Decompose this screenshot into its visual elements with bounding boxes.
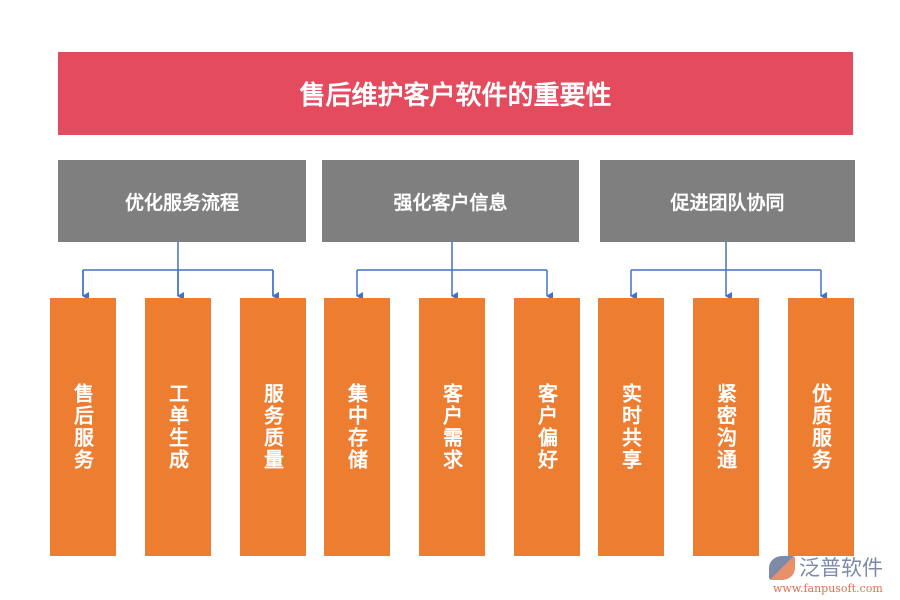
leaf-label: 工单生成 (165, 383, 190, 471)
logo-url: www.fanpusoft.com (773, 582, 883, 595)
leaf-box: 紧密沟通 (693, 298, 759, 556)
page-title: 售后维护客户软件的重要性 (58, 52, 853, 135)
connector-group-1 (83, 242, 273, 271)
leaf-label: 售后服务 (70, 383, 95, 471)
connector-group-2 (357, 242, 547, 271)
category-customer-info: 强化客户信息 (322, 160, 579, 242)
fanpu-logo-icon (769, 556, 795, 580)
fanpu-logo: 泛普软件 www.fanpusoft.com (765, 552, 895, 596)
leaf-box: 优质服务 (788, 298, 854, 556)
leaf-label: 服务质量 (260, 383, 285, 471)
leaf-box: 实时共享 (598, 298, 664, 556)
logo-name: 泛普软件 (799, 556, 883, 580)
leaf-label: 紧密沟通 (713, 383, 738, 471)
leaf-box: 服务质量 (240, 298, 306, 556)
leaf-box: 工单生成 (145, 298, 211, 556)
leaf-box: 售后服务 (50, 298, 116, 556)
connector-group-3 (631, 242, 821, 271)
leaf-label: 客户需求 (439, 383, 464, 471)
category-optimize-service: 优化服务流程 (58, 160, 306, 242)
leaf-box: 客户需求 (419, 298, 485, 556)
leaf-label: 优质服务 (808, 383, 833, 471)
leaf-box: 集中存储 (324, 298, 390, 556)
leaf-label: 客户偏好 (534, 383, 559, 471)
category-team-collab: 促进团队协同 (600, 160, 855, 242)
leaf-label: 实时共享 (618, 383, 643, 471)
leaf-label: 集中存储 (344, 383, 369, 471)
leaf-box: 客户偏好 (514, 298, 580, 556)
